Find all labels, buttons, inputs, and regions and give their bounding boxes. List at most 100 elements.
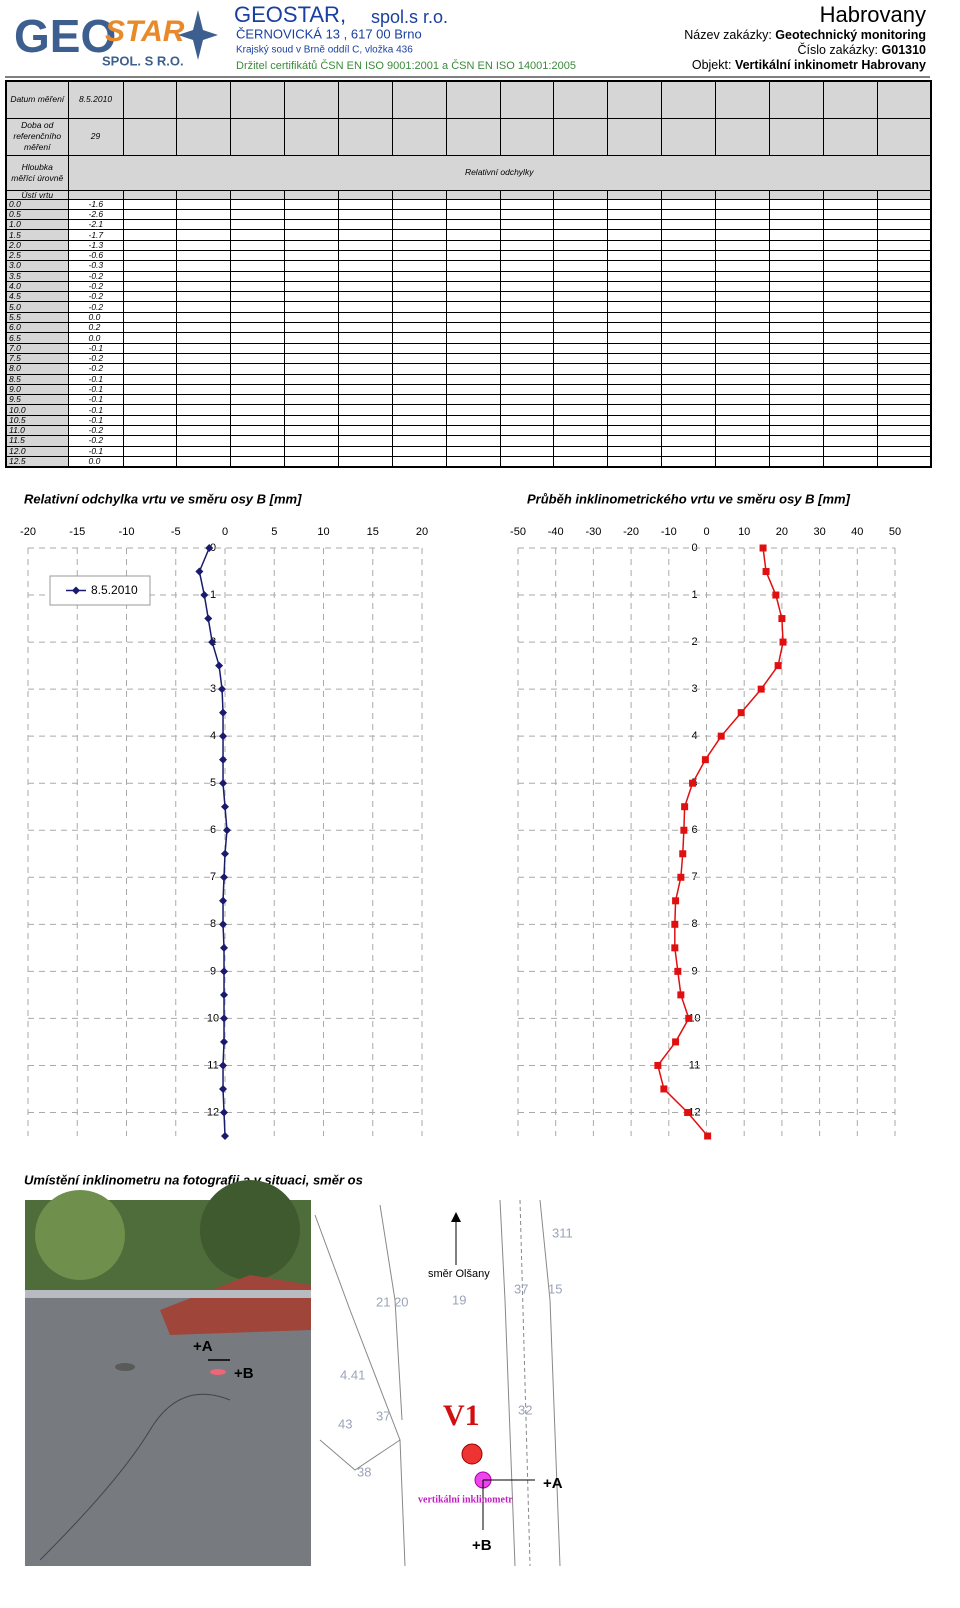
marker [200,591,209,600]
cell [499,342,555,354]
cell [284,80,339,119]
cell [284,301,339,313]
cell [445,425,501,437]
marker [195,567,204,576]
cell [337,404,393,416]
cell [768,229,824,241]
cell [230,291,286,303]
cell [122,455,178,468]
marker [672,1038,680,1046]
cell [553,445,609,457]
cell [822,455,878,468]
cell [822,198,878,210]
cell [661,373,716,385]
logo-star-icon [178,10,218,60]
guardrail [25,1290,311,1298]
logo-star: STAR [105,15,185,48]
cell [607,117,663,156]
x-tick-label: -50 [510,526,526,538]
cell [876,189,932,200]
logo-geo: GEO [14,10,116,62]
cell [499,198,555,210]
cell [876,219,932,231]
cell [284,404,339,416]
cell: Ústí vrtu [5,189,69,200]
cell [122,394,178,406]
cell [337,414,393,427]
row: 11.5 -0.2 [5,435,932,447]
cell [176,270,232,282]
row: 12.0 -0.1 [5,445,932,457]
row: Datum měření 8.5.2010 [5,80,932,119]
marker [219,1084,228,1093]
cell [553,198,609,210]
cell [391,198,447,210]
cell [607,394,663,406]
map-line [499,1199,516,1567]
cell: -0.1 [67,383,124,396]
cell: 6.5 [5,332,69,344]
cell [553,270,609,282]
cell [876,198,932,210]
x-tick-label: 5 [271,526,277,538]
cell [230,80,286,119]
cell [768,455,824,468]
crack [39,1393,231,1561]
row: 5.0 -0.2 [5,301,932,313]
cell [661,363,716,375]
cell [768,270,824,282]
cell [661,332,716,344]
cell [337,342,393,354]
cell [445,383,501,396]
cell [607,208,663,221]
cell [122,117,178,156]
cell [768,311,824,324]
cell [337,322,393,334]
cell: 7.0 [5,342,69,354]
cell [876,301,932,313]
cell [768,342,824,354]
cell [230,322,286,334]
cell [391,117,447,156]
cell [876,414,932,427]
cell [607,280,663,293]
cell [445,394,501,406]
cell [661,189,716,200]
cell [607,322,663,334]
project-line: Název zakázky: Geotechnický monitoring [684,28,926,42]
cell: -0.1 [67,373,124,385]
cell [714,239,770,251]
cell [661,208,716,221]
cell: 2.5 [5,249,69,262]
marker [680,826,688,834]
cell [499,322,555,334]
marker [679,850,687,858]
photo-title: Umístění inklinometru na fotografii a v … [24,1172,363,1187]
cell [391,404,447,416]
map-number: 37 [376,1408,390,1423]
cell [445,373,501,385]
map [314,1199,561,1567]
row: 8.0 -0.2 [5,363,932,375]
cell [499,455,555,468]
cell [768,435,824,447]
cell: -2.6 [67,208,124,221]
cell [499,239,555,251]
cell [284,414,339,427]
cell [337,280,393,293]
cell [822,301,878,313]
cell [176,332,232,344]
cell [122,332,178,344]
cell [337,189,393,200]
y-tick-label: 1 [210,589,216,601]
map-well-label: vertikální inklinometr [418,1494,513,1505]
cell [122,208,178,221]
object-line: Objekt: Vertikální inkinometr Habrovany [692,58,926,72]
cell [822,404,878,416]
well-mark [210,1369,226,1375]
cell [230,332,286,344]
cell [445,219,501,231]
cell [714,270,770,282]
cell [553,363,609,375]
project-label: Název zakázky: [684,28,772,42]
